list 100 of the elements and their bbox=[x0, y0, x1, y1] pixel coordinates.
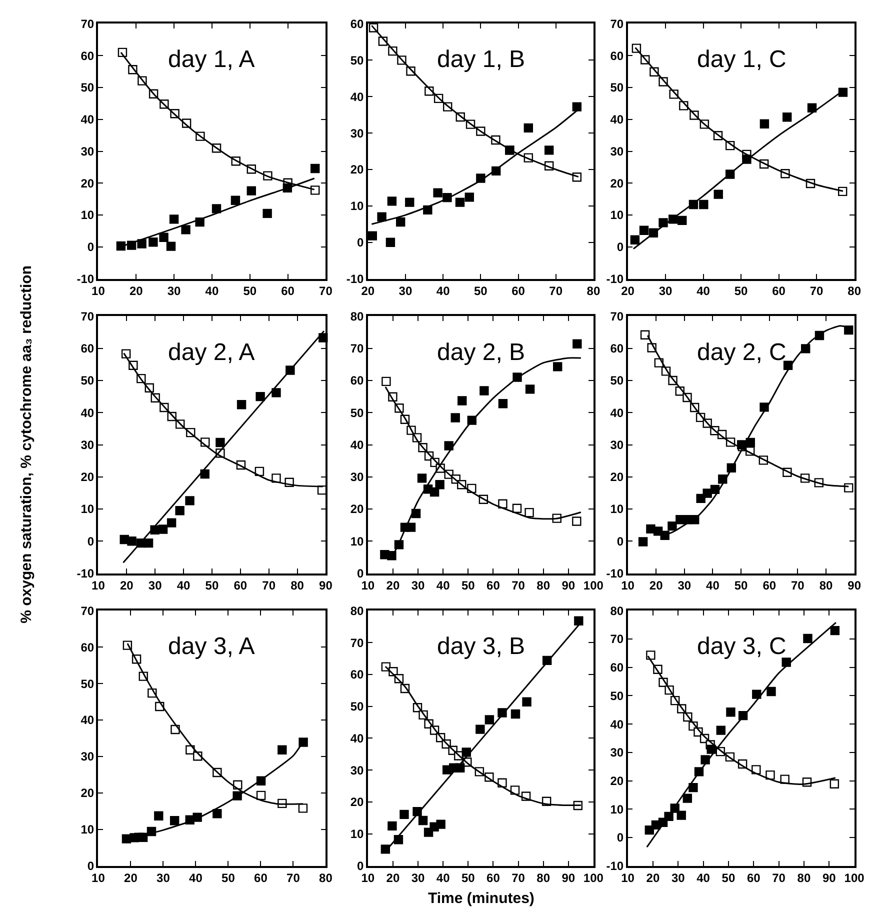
y-tick-label: 60 bbox=[350, 374, 364, 388]
x-tick-label: 30 bbox=[167, 284, 182, 298]
x-tick-label: 80 bbox=[586, 284, 600, 298]
y-tick-label: 20 bbox=[80, 786, 94, 800]
x-tick-label: 20 bbox=[649, 578, 664, 592]
y-tick-label: 40 bbox=[610, 717, 624, 732]
y-tick-label: 0 bbox=[357, 858, 364, 873]
x-tick-label: 70 bbox=[790, 578, 805, 592]
y-tick-label: 60 bbox=[80, 342, 94, 356]
x-tick-label: 50 bbox=[461, 870, 476, 885]
x-tick-label: 30 bbox=[411, 578, 426, 592]
y-tick-label: 50 bbox=[350, 406, 364, 420]
text: day 1, B bbox=[437, 46, 526, 73]
text: day 3, B bbox=[437, 633, 526, 660]
y-tick-label: 70 bbox=[80, 16, 94, 31]
y-tick-label: 40 bbox=[80, 406, 94, 420]
y-tick-label: 30 bbox=[610, 438, 624, 452]
x-tick-label: 90 bbox=[848, 578, 862, 592]
y-tick-label: 20 bbox=[610, 470, 624, 484]
y-tick-label: 20 bbox=[80, 176, 94, 190]
text: day 2, B bbox=[437, 339, 526, 366]
x-tick-label: 40 bbox=[436, 870, 450, 885]
x-tick-label: 20 bbox=[124, 870, 138, 885]
y-tick-label: 30 bbox=[80, 750, 94, 764]
y-tick-label: 80 bbox=[350, 604, 364, 618]
x-tick-label: 50 bbox=[461, 578, 476, 592]
y-tick-label: 20 bbox=[350, 162, 364, 177]
y-tick-label: 0 bbox=[616, 534, 624, 548]
y-tick-label: 70 bbox=[610, 16, 624, 31]
x-tick-label: 60 bbox=[486, 578, 500, 592]
y-tick-label: 60 bbox=[350, 668, 364, 682]
x-tick-label: 80 bbox=[797, 870, 811, 885]
x-tick-label: 60 bbox=[746, 870, 761, 885]
y-tick-label: 40 bbox=[610, 406, 624, 420]
y-tick-label: 10 bbox=[80, 822, 94, 837]
x-tick-label: 50 bbox=[722, 870, 736, 885]
y-tick-label: 30 bbox=[610, 144, 624, 158]
y-tick-label: 40 bbox=[350, 438, 364, 452]
y-tick-label: 60 bbox=[610, 342, 624, 356]
y-tick-label: 10 bbox=[610, 502, 624, 516]
x-tick-label: 80 bbox=[290, 578, 304, 592]
x-tick-label: 70 bbox=[319, 284, 333, 298]
y-tick-label: 20 bbox=[610, 774, 624, 788]
x-tick-label: 50 bbox=[474, 284, 488, 298]
y-tick-label: 10 bbox=[610, 802, 624, 816]
y-tick-label: 30 bbox=[80, 438, 94, 452]
x-tick-label: 40 bbox=[205, 284, 219, 298]
text: day 3, A bbox=[168, 633, 255, 660]
x-tick-label: 100 bbox=[583, 578, 604, 592]
x-tick-label: 70 bbox=[772, 870, 786, 885]
x-tick-label: 70 bbox=[810, 284, 824, 298]
x-tick-label: 50 bbox=[205, 578, 219, 592]
x-tick-label: 100 bbox=[844, 870, 865, 885]
x-axis-title: Time (minutes) bbox=[428, 890, 534, 907]
x-tick-label: 50 bbox=[734, 578, 748, 592]
y-tick-label: 60 bbox=[80, 640, 94, 654]
x-tick-label: 90 bbox=[562, 578, 576, 592]
x-tick-label: 50 bbox=[243, 284, 257, 298]
x-tick-label: 60 bbox=[234, 578, 248, 592]
x-tick-label: 60 bbox=[762, 578, 776, 592]
x-tick-label: 30 bbox=[411, 870, 426, 885]
y-tick-label: 0 bbox=[87, 534, 94, 548]
x-tick-label: 40 bbox=[436, 578, 450, 592]
x-tick-label: 80 bbox=[536, 870, 550, 885]
x-tick-label: 50 bbox=[222, 870, 236, 885]
y-tick-label: 80 bbox=[350, 309, 364, 324]
y-tick-label: 30 bbox=[610, 746, 624, 760]
x-tick-label: 70 bbox=[286, 870, 300, 885]
x-tick-label: 70 bbox=[262, 578, 276, 592]
y-tick-label: 0 bbox=[616, 240, 624, 254]
text: day 3, C bbox=[697, 633, 786, 660]
y-tick-label: 0 bbox=[357, 566, 364, 580]
x-tick-label: 60 bbox=[486, 870, 500, 885]
y-tick-label: 60 bbox=[350, 16, 364, 31]
y-tick-label: 0 bbox=[87, 240, 94, 254]
x-tick-label: 60 bbox=[254, 870, 268, 885]
y-tick-label: 50 bbox=[80, 374, 94, 388]
y-tick-label: 50 bbox=[610, 688, 624, 703]
x-tick-label: 20 bbox=[120, 578, 134, 592]
x-tick-label: 30 bbox=[678, 578, 692, 592]
x-tick-label: 60 bbox=[772, 284, 786, 298]
x-tick-label: 60 bbox=[512, 284, 526, 298]
y-tick-label: 30 bbox=[350, 763, 364, 778]
text: day 1, A bbox=[168, 46, 255, 73]
y-tick-label: 10 bbox=[350, 199, 364, 214]
y-tick-label: 50 bbox=[350, 53, 364, 68]
y-tick-label: -10 bbox=[76, 566, 94, 580]
y-tick-label: 20 bbox=[610, 176, 624, 190]
y-tick-label: -10 bbox=[606, 858, 624, 873]
y-tick-label: 40 bbox=[350, 90, 364, 104]
y-tick-label: 0 bbox=[616, 830, 624, 845]
x-tick-label: 20 bbox=[386, 578, 400, 592]
y-tick-label: 20 bbox=[350, 502, 364, 516]
y-tick-label: 20 bbox=[350, 795, 364, 810]
y-tick-label: 50 bbox=[610, 80, 624, 95]
x-tick-label: 70 bbox=[512, 578, 526, 592]
x-tick-label: 80 bbox=[848, 284, 862, 298]
text: day 1, C bbox=[697, 46, 786, 73]
y-tick-label: 20 bbox=[80, 470, 94, 484]
x-tick-label: 70 bbox=[512, 870, 526, 885]
